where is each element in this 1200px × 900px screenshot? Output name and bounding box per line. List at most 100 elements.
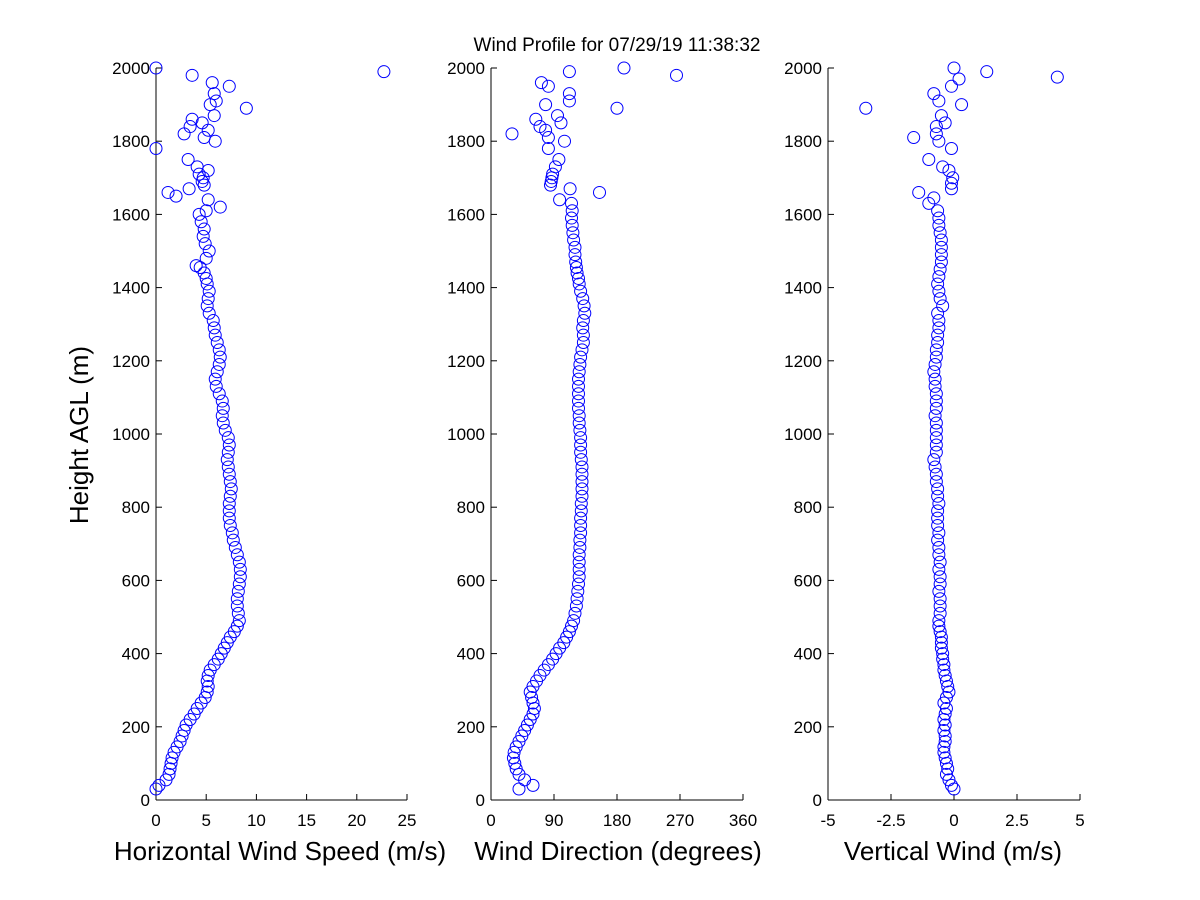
data-point [213,200,227,214]
data-point [572,401,585,415]
data-point [208,134,222,148]
data-point [162,767,176,781]
data-point [572,387,585,401]
x-axis-label-horizontal-speed: Horizontal Wind Speed (m/s) [114,836,446,866]
data-point [931,328,945,342]
data-point [938,707,952,721]
y-tick-label: 0 [476,791,485,810]
data-point [507,745,521,759]
data-point [202,284,216,298]
data-point [185,68,199,82]
y-tick-label: 1800 [784,132,822,151]
data-point [932,562,946,576]
data-point [228,540,242,554]
data-point [218,423,232,437]
data-point [933,226,947,240]
y-tick-label: 1000 [112,425,150,444]
data-point [562,94,576,108]
data-point [572,548,586,562]
data-point [565,211,578,225]
data-point [931,489,945,503]
data-point [182,182,196,196]
data-point [936,652,950,666]
data-point [508,756,522,770]
data-point [197,222,211,236]
data-point [933,625,947,639]
data-point [907,131,921,145]
x-tick-label: -5 [820,811,835,830]
y-tick-label: 1400 [447,279,485,298]
data-point [230,599,244,613]
data-point [575,489,589,503]
data-point [928,372,942,386]
data-point [552,153,566,166]
x-tick-label: 0 [949,811,958,830]
data-point [232,577,246,591]
x-tick-label: 360 [729,811,757,830]
data-point [208,372,222,386]
data-point [938,669,952,683]
data-point [222,79,236,93]
data-point [947,782,961,796]
data-point [197,178,211,192]
data-point [573,540,587,554]
data-point [546,167,560,181]
x-tick-label: 20 [347,811,366,830]
data-point [566,226,580,240]
data-point [526,778,540,792]
data-point [572,577,585,591]
data-point [571,584,585,598]
data-point [200,299,214,313]
data-point [207,658,221,672]
y-tick-label: 1400 [112,279,150,298]
data-point [932,497,946,511]
data-point [565,204,579,218]
data-point [207,87,221,101]
data-point [938,718,952,732]
data-point [185,112,199,126]
y-tick-label: 400 [457,645,485,664]
y-tick-label: 0 [141,791,150,810]
data-point [932,619,946,633]
data-point [936,160,950,174]
data-point [222,497,236,511]
y-tick-label: 1800 [112,132,150,151]
data-point [929,401,943,415]
figure-title: Wind Profile for 07/29/19 11:38:32 [474,35,761,56]
data-point [200,685,214,699]
data-point [929,127,943,141]
data-point [575,467,589,481]
data-point [932,134,946,148]
y-tick-label: 600 [794,571,822,590]
data-point [231,584,245,598]
data-point [534,76,548,90]
data-point [937,696,951,710]
data-point [576,328,590,342]
data-point [573,357,587,371]
data-point [933,292,947,306]
data-point [931,306,945,320]
data-point [929,438,943,452]
data-point [938,116,952,130]
data-point [212,357,226,371]
y-tick-label: 1000 [447,425,485,444]
data-point [377,65,391,79]
data-point [932,218,946,232]
data-point [541,79,555,93]
x-tick-label: 15 [297,811,316,830]
x-tick-label: 0 [151,811,160,830]
data-point [505,127,519,141]
data-point [934,233,948,247]
data-point [574,438,588,452]
data-point [526,707,540,721]
data-point [932,94,946,108]
data-point [574,497,588,511]
data-point [223,519,237,532]
data-point [233,570,247,584]
data-point [222,467,236,481]
data-point [936,299,950,313]
data-point [562,625,576,639]
y-tick-label: 800 [122,498,150,517]
x-tick-label: 0 [486,811,495,830]
